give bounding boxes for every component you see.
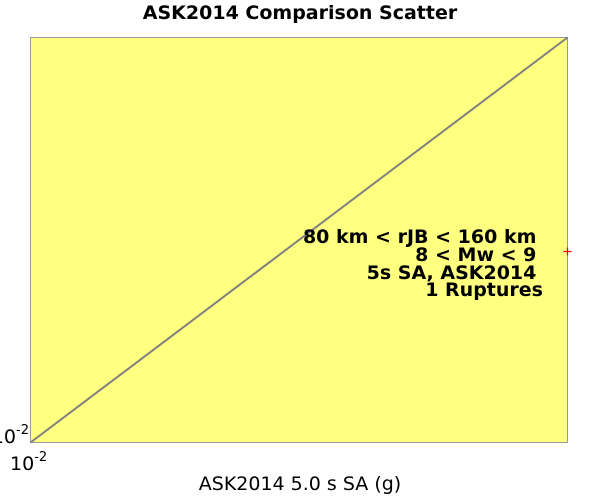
x-tick-label: 10-2 <box>10 450 47 475</box>
annotation-line: 80 km < rJB < 160 km <box>303 226 536 248</box>
y-tick-base: 10 <box>0 426 16 448</box>
annotation-box: 80 km < rJB < 160 km 8 < Mw < 9 5s SA, A… <box>303 226 543 301</box>
y-tick-exp: -2 <box>16 423 29 438</box>
data-point <box>563 247 572 256</box>
annotation-line: 5s SA, ASK2014 <box>367 262 537 284</box>
x-tick-base: 10 <box>10 453 34 475</box>
y-tick-label: 10-2 <box>0 423 29 448</box>
annotation-line: 8 < Mw < 9 <box>415 244 536 266</box>
annotation-line: 1 Ruptures <box>425 279 543 301</box>
chart-title: ASK2014 Comparison Scatter <box>142 2 458 24</box>
x-tick-exp: -2 <box>34 450 47 465</box>
data-points <box>563 247 572 256</box>
x-axis-label: ASK2014 5.0 s SA (g) <box>198 473 402 495</box>
reference-line <box>29 36 569 444</box>
